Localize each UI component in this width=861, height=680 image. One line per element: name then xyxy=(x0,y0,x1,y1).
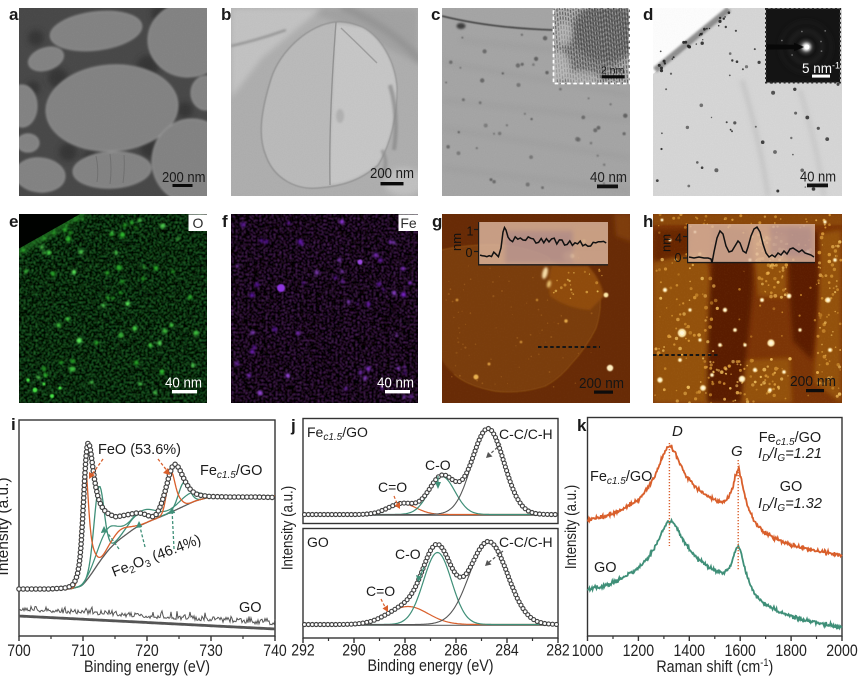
svg-text:40 nm: 40 nm xyxy=(377,375,414,392)
svg-text:ID/IG=1.21: ID/IG=1.21 xyxy=(758,446,822,464)
svg-text:200 nm: 200 nm xyxy=(579,375,624,392)
svg-text:j: j xyxy=(290,416,296,435)
svg-text:i: i xyxy=(11,415,16,434)
svg-text:FeO (53.6%): FeO (53.6%) xyxy=(98,442,181,458)
svg-text:40 nm: 40 nm xyxy=(165,375,202,392)
svg-text:GO: GO xyxy=(239,600,262,616)
svg-text:1600: 1600 xyxy=(724,641,756,660)
svg-text:Fec1.5/GO: Fec1.5/GO xyxy=(590,469,652,487)
svg-text:4: 4 xyxy=(675,232,682,246)
svg-text:292: 292 xyxy=(291,641,315,660)
svg-text:Binding energy (eV): Binding energy (eV) xyxy=(84,658,210,676)
svg-text:Fe: Fe xyxy=(400,215,417,231)
svg-text:C=O: C=O xyxy=(378,479,407,495)
svg-text:C=O: C=O xyxy=(366,583,395,599)
svg-text:G: G xyxy=(731,443,743,460)
svg-text:d: d xyxy=(643,5,653,24)
svg-text:O: O xyxy=(193,215,204,231)
svg-text:Fe2O3 (46.4%): Fe2O3 (46.4%) xyxy=(110,532,204,583)
svg-text:e: e xyxy=(9,212,18,231)
svg-text:nm: nm xyxy=(659,234,674,252)
svg-text:Fec1.5/GO: Fec1.5/GO xyxy=(200,463,262,481)
svg-text:200 nm: 200 nm xyxy=(162,169,206,186)
svg-text:c: c xyxy=(431,5,440,24)
svg-text:GO: GO xyxy=(594,560,617,576)
svg-text:730: 730 xyxy=(199,641,223,660)
svg-text:1000: 1000 xyxy=(572,641,604,660)
svg-text:288: 288 xyxy=(393,641,417,660)
svg-text:GO: GO xyxy=(307,534,329,550)
svg-text:nm: nm xyxy=(449,233,464,251)
svg-text:b: b xyxy=(221,5,231,24)
svg-text:40 nm: 40 nm xyxy=(590,169,627,186)
svg-text:284: 284 xyxy=(495,641,519,660)
svg-text:a: a xyxy=(9,5,19,24)
svg-text:GO: GO xyxy=(780,479,803,495)
svg-text:Fec1.5/GO: Fec1.5/GO xyxy=(759,430,821,448)
svg-text:C-C/C-H: C-C/C-H xyxy=(499,534,553,550)
svg-text:C-O: C-O xyxy=(395,546,421,562)
svg-text:C-C/C-H: C-C/C-H xyxy=(499,426,553,442)
svg-text:0: 0 xyxy=(675,251,682,265)
svg-text:D: D xyxy=(672,423,683,440)
svg-text:k: k xyxy=(577,416,587,435)
svg-text:740: 740 xyxy=(263,641,287,660)
svg-text:200 nm: 200 nm xyxy=(790,373,836,390)
svg-text:200 nm: 200 nm xyxy=(370,165,414,182)
svg-text:ID/IG=1.32: ID/IG=1.32 xyxy=(758,496,822,514)
svg-text:Intensity (a.u.): Intensity (a.u.) xyxy=(280,486,297,570)
svg-text:290: 290 xyxy=(342,641,366,660)
svg-text:f: f xyxy=(222,212,228,231)
svg-text:g: g xyxy=(432,212,442,231)
svg-text:700: 700 xyxy=(7,641,31,660)
svg-text:1: 1 xyxy=(467,225,474,239)
svg-text:2000: 2000 xyxy=(826,641,858,660)
svg-text:Intensity (a.u.): Intensity (a.u.) xyxy=(0,477,12,575)
svg-text:Fec1.5/GO: Fec1.5/GO xyxy=(307,424,368,443)
svg-text:Raman shift (cm-1): Raman shift (cm-1) xyxy=(656,657,773,676)
svg-text:1400: 1400 xyxy=(674,641,706,660)
svg-text:Binding energy (eV): Binding energy (eV) xyxy=(367,657,493,675)
svg-text:40 nm: 40 nm xyxy=(800,169,836,186)
svg-text:2 nm: 2 nm xyxy=(601,65,625,77)
svg-text:286: 286 xyxy=(444,641,468,660)
svg-text:1200: 1200 xyxy=(623,641,655,660)
svg-text:0: 0 xyxy=(466,246,473,260)
svg-text:Intensity (a.u.): Intensity (a.u.) xyxy=(563,485,580,569)
svg-text:C-O: C-O xyxy=(425,457,451,473)
svg-text:720: 720 xyxy=(135,641,159,660)
svg-text:710: 710 xyxy=(71,641,95,660)
svg-text:5 nm-1: 5 nm-1 xyxy=(802,61,840,77)
svg-text:282: 282 xyxy=(546,641,570,660)
svg-text:h: h xyxy=(643,212,653,231)
svg-text:1800: 1800 xyxy=(775,641,807,660)
